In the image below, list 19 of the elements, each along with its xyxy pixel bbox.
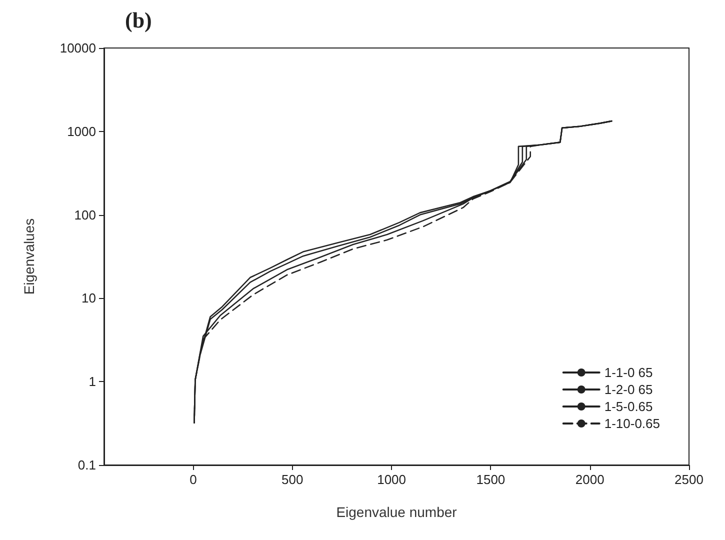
x-tick-label: 1500 [476,472,506,487]
x-tick-label: 2000 [575,472,604,487]
chart-title: (b) [125,8,152,32]
legend-label: 1-10-0.65 [604,416,660,431]
y-tick-label: 10000 [60,40,96,56]
x-tick-label: 0 [190,472,197,487]
legend-label: 1-2-0 65 [604,382,653,397]
x-tick-label: 500 [282,472,304,487]
y-tick-label: 100 [74,207,96,222]
y-tick-label: 10 [82,290,96,306]
y-axis-title: Eigenvalues [21,218,37,295]
x-tick-label: 2500 [674,472,704,487]
y-tick-label: 1 [88,374,96,390]
x-axis-title: Eigenvalue number [336,504,458,520]
legend-label: 1-1-0 65 [604,365,653,380]
x-tick-label: 1000 [377,472,406,487]
y-tick-label: 0.1 [78,458,96,472]
legend-label: 1-5-0.65 [604,399,653,414]
y-tick-label: 1000 [67,124,96,139]
